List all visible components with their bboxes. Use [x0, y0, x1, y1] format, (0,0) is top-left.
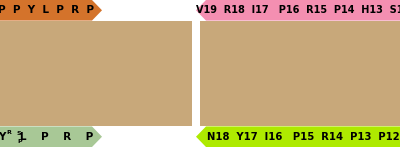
Polygon shape [196, 126, 400, 147]
Text: P  P  Y  L  P  R  P: P P Y L P R P [0, 5, 94, 15]
Text: R: R [6, 130, 11, 135]
Text: Y    L    P    R    P: Y L P R P [0, 132, 94, 142]
Text: V19  R18  I17   P16  R15  P14  H13  S12: V19 R18 I17 P16 R15 P14 H13 S12 [196, 5, 400, 15]
Polygon shape [0, 126, 102, 147]
Polygon shape [196, 0, 400, 21]
Text: P: P [17, 139, 22, 144]
Text: S: S [17, 131, 22, 136]
Text: N18  Y17  I16   P15  R14  P13  P12: N18 Y17 I16 P15 R14 P13 P12 [207, 132, 399, 142]
Polygon shape [0, 0, 102, 21]
Polygon shape [200, 21, 400, 126]
Polygon shape [0, 21, 192, 126]
